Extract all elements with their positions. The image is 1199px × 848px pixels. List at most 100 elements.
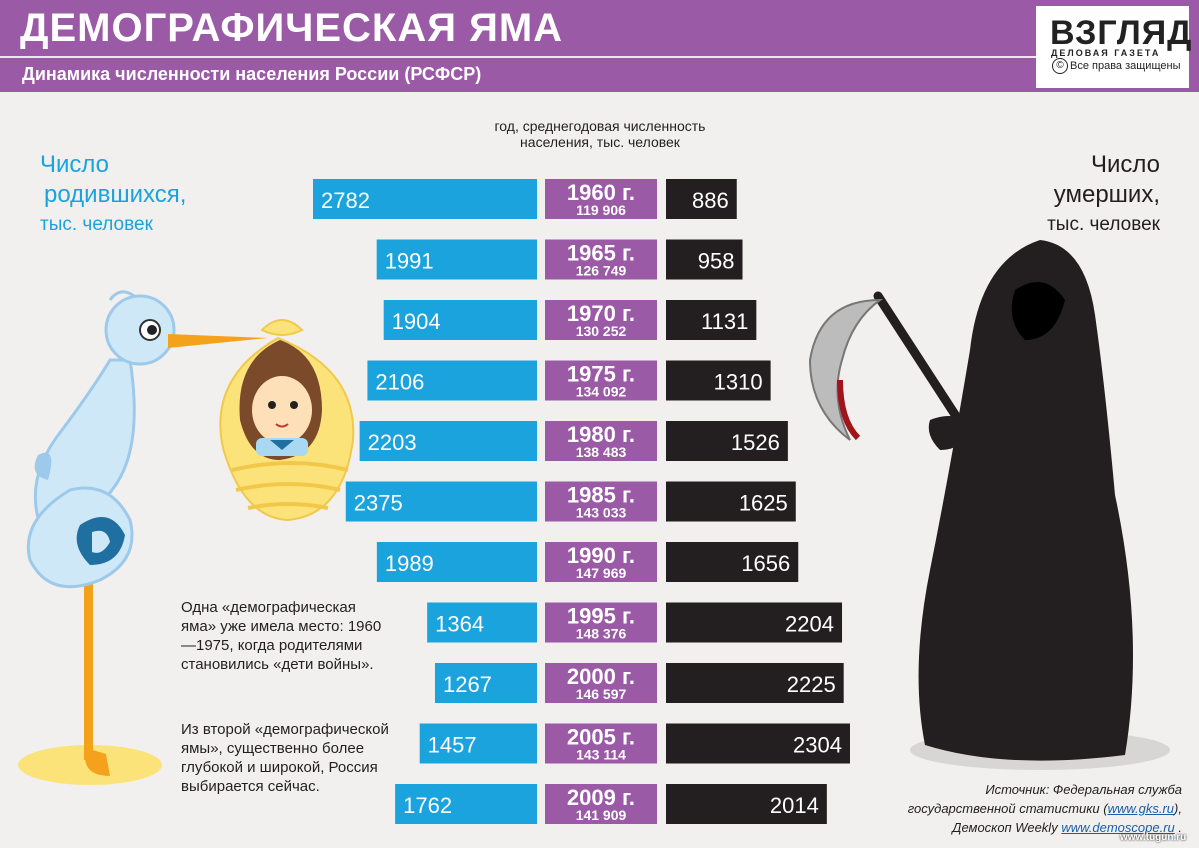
logo-rights: Все права защищены	[1070, 60, 1181, 72]
births-bar	[367, 360, 537, 401]
population-label: 134 092	[576, 384, 627, 400]
deaths-bar	[666, 360, 771, 401]
year-label: 1995 г.	[567, 604, 635, 629]
year-box	[545, 481, 657, 522]
note-first-pit: Одна «демографическая яма» уже имела мес…	[181, 599, 382, 673]
year-label: 1960 г.	[567, 180, 635, 205]
year-label: 2000 г.	[567, 664, 635, 689]
source-line3-suffix: .	[1174, 820, 1182, 835]
births-bar	[427, 602, 537, 643]
births-bar	[395, 784, 537, 824]
year-box	[545, 723, 657, 764]
deaths-label-line2: умерших,	[1053, 181, 1160, 208]
population-label: 143 114	[576, 747, 626, 763]
demoscope-link[interactable]: www.demoscope.ru	[1061, 820, 1175, 835]
year-label: 2009 г.	[567, 785, 635, 810]
year-label: 1985 г.	[567, 483, 635, 508]
deaths-value-label: 1310	[714, 370, 763, 395]
source-line2: государственной статистики (www.gks.ru),	[880, 799, 1182, 818]
deaths-value-label: 1625	[739, 491, 788, 516]
source-line1: Источник: Федеральная служба	[985, 782, 1182, 797]
population-label: 143 033	[576, 505, 627, 521]
deaths-unit: тыс. человек	[1047, 214, 1160, 235]
population-label: 141 909	[576, 807, 627, 823]
logo[interactable]: ВЗГЛЯД ДЕЛОВАЯ ГАЗЕТА © Все права защище…	[1036, 6, 1191, 88]
deaths-value-label: 2204	[785, 612, 834, 637]
header-banner: ДЕМОГРАФИЧЕСКАЯ ЯМА Динамика численности…	[0, 0, 1199, 92]
births-value-label: 2203	[368, 430, 417, 455]
year-box	[545, 300, 657, 340]
year-box	[545, 239, 657, 280]
deaths-bar	[666, 300, 757, 340]
watermark: www.tugun.ru	[1120, 832, 1187, 843]
note-second-pit: Из второй «демографической ямы», существ…	[181, 721, 389, 795]
center-column-header: год, среднегодовая численность населения…	[494, 118, 706, 150]
source-line2-prefix: государственной статистики (	[907, 801, 1108, 816]
births-value-label: 2375	[354, 491, 403, 516]
deaths-value-label: 2304	[793, 733, 842, 758]
year-label: 1970 г.	[567, 301, 635, 326]
source-line3-prefix: Демоскоп Weekly	[952, 820, 1062, 835]
year-box	[545, 784, 657, 824]
year-box	[545, 542, 657, 582]
deaths-value-label: 886	[692, 188, 729, 213]
births-value-label: 1991	[385, 249, 434, 274]
births-bar	[419, 723, 537, 764]
logo-tagline: ДЕЛОВАЯ ГАЗЕТА	[1051, 48, 1161, 58]
population-label: 130 252	[576, 323, 627, 339]
deaths-value-label: 958	[698, 249, 735, 274]
year-label: 1990 г.	[567, 543, 635, 568]
deaths-value-label: 2014	[770, 793, 819, 818]
deaths-value-label: 2225	[787, 672, 836, 697]
births-unit: тыс. человек	[40, 214, 153, 235]
births-value-label: 1904	[392, 309, 441, 334]
year-label: 1980 г.	[567, 422, 635, 447]
deaths-bar	[666, 179, 737, 219]
population-label: 119 906	[576, 202, 626, 218]
population-label: 126 749	[576, 263, 627, 279]
births-value-label: 1267	[443, 672, 492, 697]
main-title: ДЕМОГРАФИЧЕСКАЯ ЯМА	[20, 6, 564, 50]
population-label: 146 597	[576, 686, 627, 702]
year-box	[545, 663, 657, 703]
year-box	[545, 421, 657, 461]
births-bar	[376, 239, 537, 280]
year-label: 1965 г.	[567, 241, 635, 266]
stork-illustration	[18, 290, 268, 785]
year-box	[545, 360, 657, 401]
deaths-label-line1: Число	[1090, 151, 1160, 178]
year-box	[545, 179, 657, 219]
deaths-bar	[666, 481, 796, 522]
deaths-label: Число умерших, тыс. человек	[1010, 150, 1160, 240]
deaths-bar	[666, 421, 788, 461]
source-line3: Демоскоп Weekly www.demoscope.ru .	[880, 818, 1182, 837]
population-label: 148 376	[576, 626, 627, 642]
births-value-label: 1457	[428, 733, 477, 758]
births-value-label: 1364	[435, 612, 484, 637]
gks-link[interactable]: www.gks.ru	[1107, 801, 1175, 816]
population-label: 138 483	[576, 444, 627, 460]
births-label-line2: родившихся,	[44, 181, 187, 208]
deaths-bar	[666, 784, 827, 824]
deaths-bar	[666, 542, 799, 582]
deaths-bar	[666, 239, 743, 280]
year-label: 1975 г.	[567, 362, 635, 387]
births-label-line1: Число	[40, 151, 110, 178]
source-note: Источник: Федеральная служба государстве…	[880, 780, 1182, 837]
births-bar	[345, 481, 537, 522]
deaths-bar	[666, 663, 844, 703]
reaper-illustration	[808, 240, 1170, 770]
deaths-bar	[666, 602, 843, 643]
births-label: Число родившихся, тыс. человек	[40, 150, 186, 240]
births-value-label: 1989	[385, 551, 434, 576]
source-line2-suffix: ),	[1174, 801, 1182, 816]
births-bar	[359, 421, 537, 461]
year-label: 2005 г.	[567, 725, 635, 750]
deaths-value-label: 1131	[701, 309, 748, 334]
subtitle: Динамика численности населения России (Р…	[22, 64, 482, 84]
deaths-bar	[666, 723, 850, 764]
births-value-label: 2782	[321, 188, 370, 213]
deaths-value-label: 1656	[741, 551, 790, 576]
births-value-label: 2106	[375, 370, 424, 395]
